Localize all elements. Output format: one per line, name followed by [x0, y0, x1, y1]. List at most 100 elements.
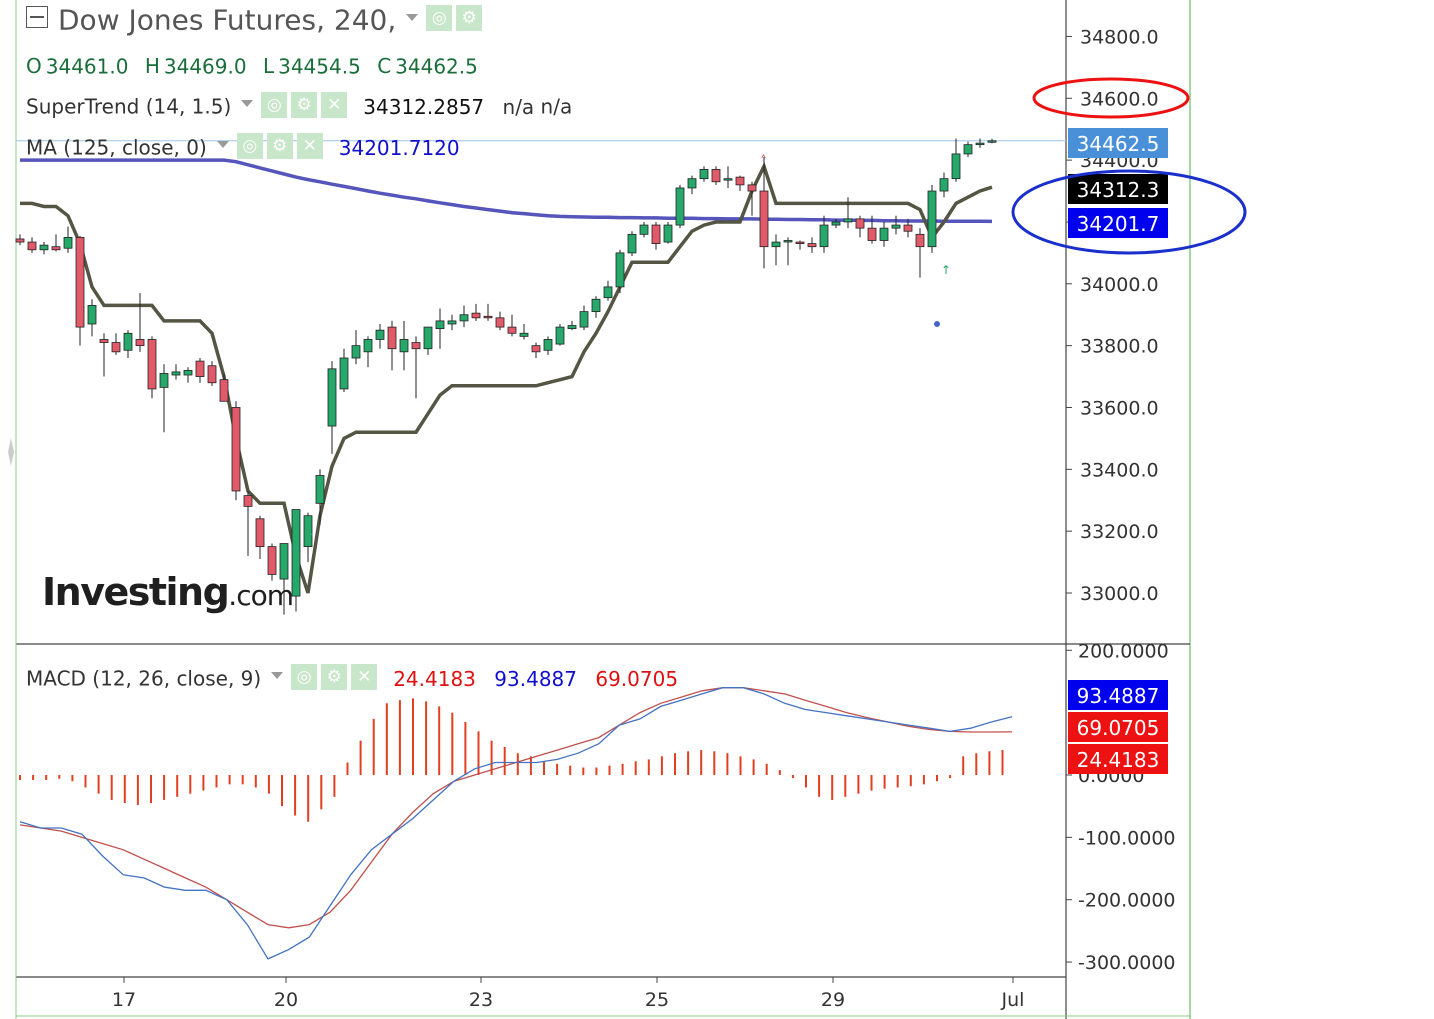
marker-dot — [934, 321, 940, 327]
candle-body — [159, 373, 169, 388]
candle — [579, 305, 589, 331]
candle — [723, 166, 733, 188]
macd-label: MACD (12, 26, close, 9) — [26, 666, 262, 691]
chevron-down-icon[interactable] — [271, 672, 284, 679]
candle — [39, 242, 49, 255]
ohlc-open-value: 34461.0 — [45, 54, 129, 79]
close-icon[interactable]: ✕ — [351, 663, 378, 690]
candle — [771, 234, 781, 266]
candle-body — [399, 339, 409, 353]
collapse-icon[interactable] — [26, 6, 48, 28]
candle — [147, 336, 157, 399]
candle-body — [327, 368, 337, 427]
candle — [975, 138, 985, 148]
candle-body — [99, 339, 109, 343]
chevron-down-icon[interactable] — [406, 13, 419, 21]
candle-body — [735, 176, 745, 186]
candle — [819, 215, 829, 253]
ohlc-low-value: 34454.5 — [278, 54, 361, 79]
candle — [867, 215, 877, 244]
chart-title: Dow Jones Futures, 240, ◎ ⚙ — [26, 2, 486, 37]
candle-body — [627, 233, 637, 254]
candle-body — [975, 142, 985, 146]
candle-body — [135, 339, 145, 347]
candle — [63, 226, 73, 253]
candle — [687, 175, 697, 195]
visibility-icon[interactable]: ◎ — [261, 91, 288, 118]
candle — [195, 358, 205, 383]
candle — [759, 157, 769, 269]
gear-icon[interactable]: ⚙ — [291, 91, 318, 118]
price-y-tick-label: 33000.0 — [1080, 583, 1159, 605]
logo-suffix: .com — [228, 579, 294, 612]
candle — [267, 543, 277, 581]
macd-tag — [1068, 680, 1168, 710]
candle-body — [531, 345, 541, 353]
candle-body — [711, 168, 721, 183]
candle — [915, 228, 925, 278]
x-tick-label: Jul — [1001, 989, 1025, 1011]
candle — [15, 234, 25, 246]
chevron-down-icon[interactable] — [216, 141, 229, 148]
candle-body — [795, 241, 805, 245]
price-plot[interactable]: ↑ ↑ ˄ — [15, 138, 1066, 615]
gear-icon[interactable]: ⚙ — [321, 663, 348, 690]
candle-body — [939, 178, 949, 192]
candle-body — [519, 332, 529, 337]
candle-body — [927, 190, 937, 248]
price-y-axis: 34800.034600.034400.034200.034000.033800… — [1066, 26, 1159, 605]
ma-line — [20, 158, 993, 224]
candle — [471, 303, 481, 321]
price-y-tick-label: 33400.0 — [1080, 459, 1159, 481]
candle-body — [987, 140, 997, 143]
candle-body — [663, 224, 673, 243]
candle-body — [699, 168, 709, 180]
ohlc-low-label: L — [262, 54, 275, 79]
candle-body — [171, 371, 181, 376]
pane-resize-handle — [8, 438, 14, 466]
macd-plot[interactable] — [19, 687, 1013, 960]
chevron-down-icon[interactable] — [241, 100, 254, 107]
ma-legend: MA (125, close, 0) ◎ ⚙ ✕ 34201.7120 — [26, 132, 460, 161]
candle-body — [651, 224, 661, 245]
time-x-axis: 17 20 23 25 29 Jul — [112, 977, 1025, 1011]
candle — [699, 166, 709, 182]
candle — [99, 333, 109, 377]
price-y-tick-label: 33800.0 — [1080, 336, 1159, 358]
candle-body — [783, 240, 793, 243]
ohlc-open-label: O — [26, 54, 42, 79]
candle-body — [15, 238, 25, 243]
price-tag-label: 34462.5 — [1077, 132, 1160, 156]
gear-icon[interactable]: ⚙ — [456, 5, 483, 31]
macd-line — [19, 687, 1013, 960]
candle — [591, 296, 601, 318]
candle — [255, 515, 265, 559]
price-y-tick-label: 34000.0 — [1080, 274, 1159, 296]
candle-body — [27, 241, 37, 251]
visibility-icon[interactable]: ◎ — [426, 5, 453, 31]
candle — [207, 361, 217, 386]
price-y-tick-label: 33200.0 — [1080, 521, 1159, 543]
close-icon[interactable]: ✕ — [296, 132, 323, 159]
candle-body — [915, 233, 925, 248]
candle-body — [615, 252, 625, 288]
candle-body — [435, 320, 445, 330]
macd-signal-value: 69.0705 — [595, 666, 679, 691]
candle-body — [243, 495, 253, 507]
candle — [495, 311, 505, 331]
buy-signal-icon: ↑ — [941, 263, 951, 277]
candle — [555, 323, 565, 346]
visibility-icon[interactable]: ◎ — [236, 132, 263, 159]
candle-body — [855, 218, 865, 229]
gear-icon[interactable]: ⚙ — [266, 132, 293, 159]
close-icon[interactable]: ✕ — [321, 91, 348, 118]
visibility-icon[interactable]: ◎ — [291, 663, 318, 690]
candle — [675, 184, 685, 229]
candle — [375, 323, 385, 349]
candle — [651, 221, 661, 250]
candle-body — [507, 326, 517, 334]
macd-legend: MACD (12, 26, close, 9) ◎ ⚙ ✕ 24.4183 93.488… — [26, 663, 679, 692]
candle-body — [423, 326, 433, 350]
ohlc-high-value: 34469.0 — [163, 54, 247, 79]
